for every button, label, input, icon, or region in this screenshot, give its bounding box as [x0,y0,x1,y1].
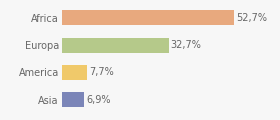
Text: 7,7%: 7,7% [89,67,113,78]
Text: 32,7%: 32,7% [171,40,202,50]
Bar [62,65,87,80]
Bar [62,38,169,53]
Bar [62,92,84,107]
Text: 6,9%: 6,9% [86,95,111,105]
Bar [62,10,234,25]
Text: 52,7%: 52,7% [236,13,267,23]
